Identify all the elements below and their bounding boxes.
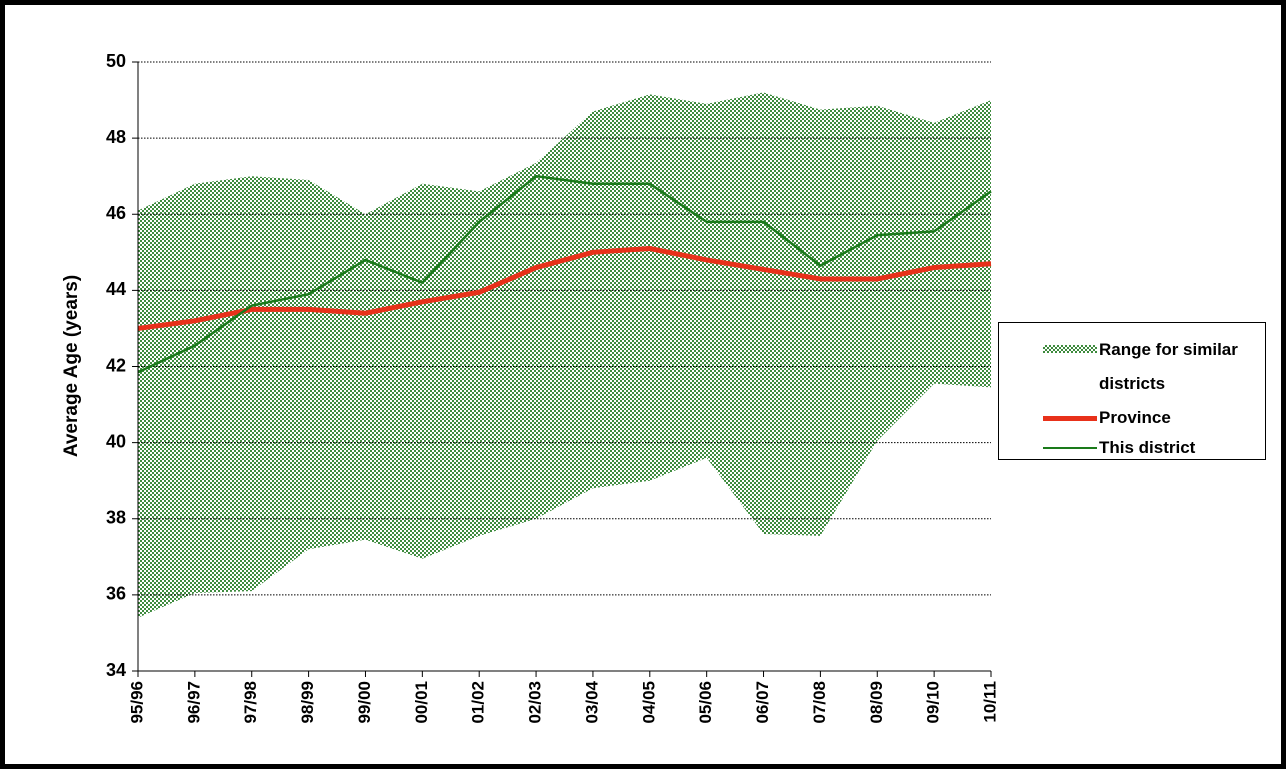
range-area — [138, 92, 991, 618]
y-tick-label: 48 — [106, 127, 126, 147]
x-tick-label: 99/00 — [355, 681, 374, 724]
x-tick-label: 05/06 — [696, 681, 715, 724]
x-tick-label: 06/07 — [753, 681, 772, 724]
x-tick-label: 04/05 — [639, 681, 658, 724]
legend-key — [1043, 415, 1097, 421]
x-tick-label: 07/08 — [810, 681, 829, 724]
y-tick-label: 46 — [106, 203, 126, 223]
x-tick-label: 98/99 — [298, 681, 317, 724]
line — [137, 174, 992, 374]
legend-key — [1043, 345, 1097, 353]
x-tick-label: 01/02 — [469, 681, 488, 724]
x-tick-label: 00/01 — [412, 681, 431, 724]
y-tick-label: 40 — [106, 431, 126, 451]
legend-key — [1043, 446, 1097, 450]
x-tick-label: 96/97 — [184, 681, 203, 724]
x-tick-label: 09/10 — [924, 681, 943, 724]
line — [137, 246, 992, 331]
x-tick-label: 03/04 — [582, 680, 601, 723]
x-tick-label: 97/98 — [241, 681, 260, 724]
x-tick-label: 02/03 — [526, 681, 545, 724]
y-tick-label: 50 — [106, 51, 126, 71]
legend: Range for similar districts Province This … — [998, 322, 1266, 460]
y-tick-label: 42 — [106, 355, 126, 375]
y-tick-label: 38 — [106, 508, 126, 528]
x-tick-label: 10/11 — [980, 681, 999, 723]
y-tick-label: 36 — [106, 584, 126, 604]
y-axis-title: Average Age (years) — [61, 275, 82, 457]
x-tick-label: 08/09 — [867, 681, 886, 724]
y-tick-label: 44 — [106, 279, 126, 299]
legend-label: Range for similar districts — [1099, 340, 1238, 393]
y-tick-label: 34 — [106, 660, 126, 680]
legend-label: Province — [1099, 408, 1171, 427]
x-tick-label: 95/96 — [127, 681, 146, 724]
legend-label: This district — [1099, 438, 1196, 457]
